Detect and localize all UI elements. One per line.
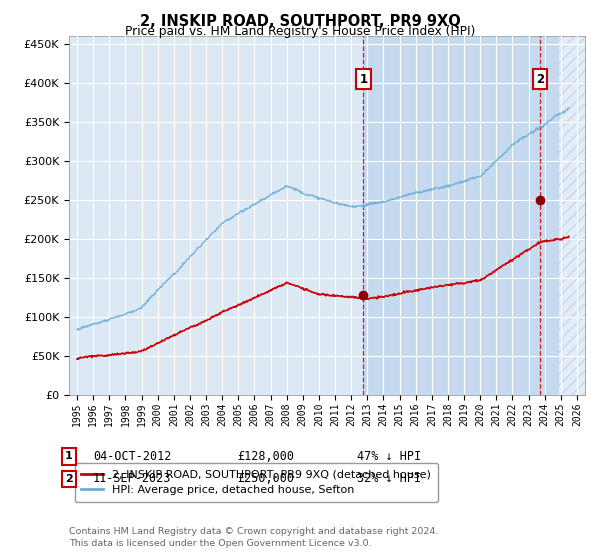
Text: £250,000: £250,000 [237, 472, 294, 486]
Text: 11-SEP-2023: 11-SEP-2023 [93, 472, 172, 486]
Text: 32% ↓ HPI: 32% ↓ HPI [357, 472, 421, 486]
Bar [363, 36, 585, 395]
Text: £128,000: £128,000 [237, 450, 294, 463]
Text: Price paid vs. HM Land Registry's House Price Index (HPI): Price paid vs. HM Land Registry's House … [125, 25, 475, 38]
Bar [557, 36, 585, 395]
Text: Contains HM Land Registry data © Crown copyright and database right 2024.
This d: Contains HM Land Registry data © Crown c… [69, 527, 439, 548]
Text: 04-OCT-2012: 04-OCT-2012 [93, 450, 172, 463]
Text: 2: 2 [65, 474, 73, 484]
Text: 1: 1 [65, 451, 73, 461]
Text: 2: 2 [536, 73, 544, 86]
Text: 47% ↓ HPI: 47% ↓ HPI [357, 450, 421, 463]
Text: 2, INSKIP ROAD, SOUTHPORT, PR9 9XQ: 2, INSKIP ROAD, SOUTHPORT, PR9 9XQ [140, 14, 460, 29]
Legend: 2, INSKIP ROAD, SOUTHPORT, PR9 9XQ (detached house), HPI: Average price, detache: 2, INSKIP ROAD, SOUTHPORT, PR9 9XQ (deta… [74, 463, 438, 502]
Text: 1: 1 [359, 73, 367, 86]
